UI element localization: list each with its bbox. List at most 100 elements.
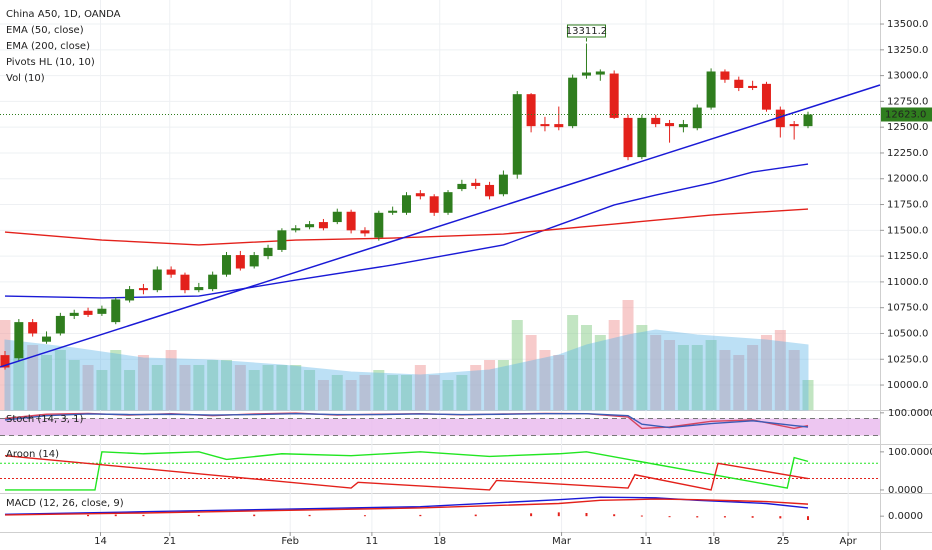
- pane-label: Stoch (14, 3, 1): [6, 414, 83, 425]
- candle-body: [429, 196, 439, 213]
- volume-bar: [207, 360, 219, 410]
- ema-line: [4, 163, 809, 299]
- y-tick-label: 13000.0: [887, 71, 928, 82]
- candle-body: [194, 287, 204, 291]
- candle-body: [443, 192, 453, 213]
- y-tick-label: 13250.0: [887, 45, 928, 56]
- candle-body: [249, 255, 259, 267]
- candle-body: [388, 210, 398, 213]
- candle-body: [152, 269, 162, 291]
- macd-histogram-bar: [779, 516, 782, 519]
- volume-bar: [193, 365, 205, 410]
- macd-line: [4, 498, 809, 516]
- volume-bar: [290, 365, 302, 410]
- aroon-line: [4, 451, 809, 491]
- candle-body: [180, 274, 190, 291]
- y-tick-label: 10250.0: [887, 354, 928, 365]
- candle-body: [69, 312, 79, 316]
- candle-body: [346, 211, 356, 231]
- candle-body: [803, 114, 813, 127]
- macd-histogram-bar: [142, 514, 145, 517]
- candle-body: [42, 336, 52, 342]
- macd-histogram-bar: [87, 514, 90, 517]
- candle-body: [28, 322, 38, 334]
- stoch-line: [4, 412, 809, 429]
- candle-body: [651, 117, 661, 125]
- indicator-label: Vol (10): [6, 73, 45, 84]
- volume-bar: [345, 380, 357, 410]
- last-price-box: [881, 107, 932, 122]
- macd-histogram-bar: [723, 516, 726, 518]
- volume-bar: [525, 335, 537, 410]
- candle-body: [97, 308, 107, 314]
- candle-body: [471, 182, 481, 186]
- macd-line: [4, 496, 809, 515]
- volume-bar: [248, 370, 260, 410]
- candle-body: [318, 222, 328, 229]
- pane-y-tick-label: 0.0000: [888, 485, 923, 496]
- y-tick-label: 12250.0: [887, 148, 928, 159]
- candle-body: [277, 230, 287, 250]
- candle-body: [498, 174, 508, 195]
- volume-bar: [539, 350, 551, 410]
- macd-histogram-bar: [197, 514, 200, 517]
- indicator-label: EMA (50, close): [6, 25, 84, 36]
- y-tick-label: 11250.0: [887, 251, 928, 262]
- volume-bar: [594, 335, 606, 410]
- candle-body: [595, 71, 605, 75]
- volume-bar: [677, 345, 689, 410]
- macd-histogram-bar: [530, 513, 533, 517]
- candle-body: [374, 212, 384, 238]
- macd-histogram-bar: [363, 515, 366, 517]
- volume-bar: [636, 325, 648, 410]
- y-tick-label: 12500.0: [887, 122, 928, 133]
- x-tick-label: Mar: [552, 536, 572, 547]
- candle-body: [208, 274, 218, 290]
- stoch-band: [0, 418, 880, 436]
- candle-body: [111, 299, 121, 323]
- volume-bar: [650, 335, 662, 410]
- trend-line: [0, 84, 881, 368]
- candle-body: [637, 117, 647, 158]
- x-tick-label: 18: [707, 536, 720, 547]
- candle-body: [166, 269, 176, 275]
- volume-bar: [54, 350, 66, 410]
- pane-y-tick-label: 0.0000: [888, 511, 923, 522]
- volume-bar: [276, 365, 288, 410]
- volume-bar: [373, 370, 385, 410]
- pivot-label: 13311.2: [566, 26, 607, 37]
- pane-y-tick-label: 100.0000: [888, 447, 932, 458]
- macd-histogram-bar: [807, 516, 810, 520]
- macd-histogram-bar: [114, 514, 117, 517]
- volume-bar: [234, 365, 246, 410]
- volume-bar: [442, 380, 454, 410]
- candle-body: [568, 77, 578, 127]
- candle-body: [55, 315, 65, 334]
- candle-body: [554, 124, 564, 128]
- candle-body: [235, 255, 245, 269]
- volume-bar: [13, 350, 25, 410]
- candle-body: [734, 79, 744, 88]
- candle-body: [512, 94, 522, 175]
- macd-histogram-bar: [585, 513, 588, 517]
- candle-body: [138, 288, 148, 291]
- candle-body: [540, 124, 550, 127]
- last-price-label: 12623.0: [885, 109, 926, 120]
- macd-histogram-bar: [640, 515, 643, 517]
- indicator-label: Pivots HL (10, 10): [6, 57, 95, 68]
- y-tick-label: 10750.0: [887, 303, 928, 314]
- y-tick-label: 13500.0: [887, 19, 928, 30]
- candle-body: [125, 289, 135, 301]
- candle-body: [401, 195, 411, 213]
- volume-bar: [553, 355, 565, 410]
- volume-bar: [497, 360, 509, 410]
- pivot-box: [566, 24, 606, 38]
- volume-bar: [719, 350, 731, 410]
- pane-label: Aroon (14): [6, 449, 59, 460]
- volume-bar: [705, 340, 717, 410]
- x-tick-label: 11: [640, 536, 653, 547]
- candle-body: [332, 211, 342, 223]
- volume-bar: [387, 375, 399, 410]
- x-tick-label: 25: [777, 536, 790, 547]
